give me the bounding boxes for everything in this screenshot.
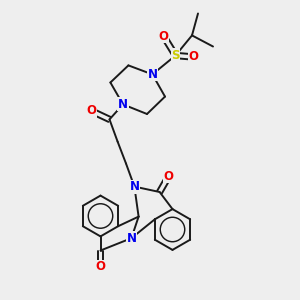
Text: N: N <box>126 232 136 245</box>
Text: O: O <box>95 260 106 274</box>
Text: O: O <box>188 50 199 64</box>
Text: O: O <box>86 104 97 118</box>
Text: N: N <box>129 180 140 193</box>
Text: O: O <box>164 170 174 183</box>
Text: N: N <box>147 68 158 81</box>
Text: S: S <box>171 49 180 62</box>
Text: N: N <box>118 98 128 111</box>
Text: O: O <box>158 29 169 43</box>
